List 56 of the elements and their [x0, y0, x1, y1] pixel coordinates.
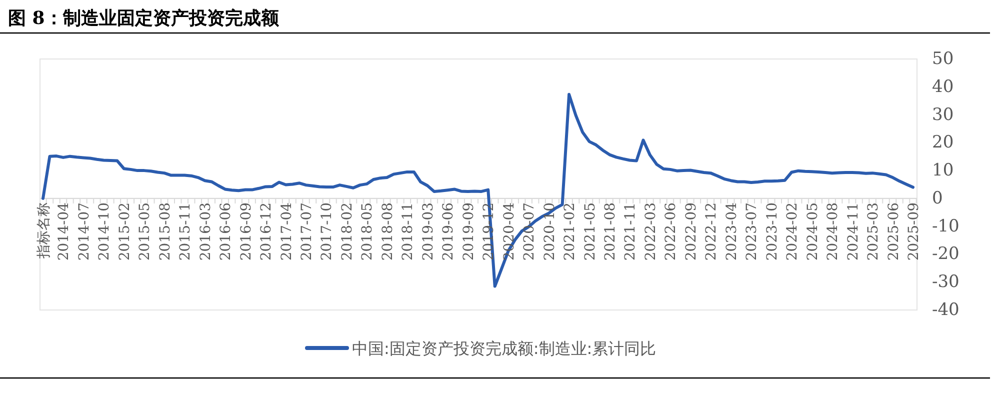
x-tick-label: 2016-03 [198, 202, 214, 261]
x-tick-label: 2018-08 [380, 202, 396, 261]
y-tick-label: 0 [932, 188, 943, 208]
y-tick-label: 30 [932, 104, 954, 125]
x-tick-label: 2021-11 [622, 202, 639, 261]
x-tick-label: 2021-08 [602, 202, 619, 261]
x-tick-label: 2017-10 [319, 202, 336, 261]
x-tick-label: 2021-02 [562, 202, 578, 261]
x-tick-label: 2014-04 [56, 202, 72, 261]
x-tick-label: 2020-10 [542, 202, 558, 261]
x-tick-label: 2022-06 [663, 202, 680, 261]
chart-title: 图 8：制造业固定资产投资完成额 [8, 8, 280, 29]
x-tick-label: 2018-02 [339, 202, 356, 261]
x-tick-label: 2015-08 [157, 202, 174, 261]
x-tick-label: 2016-12 [258, 202, 275, 261]
x-tick-label: 2019-03 [420, 202, 436, 261]
y-tick-label: 10 [932, 160, 954, 181]
y-tick-label: -20 [932, 244, 960, 264]
x-tick-label: 2020-07 [522, 202, 538, 261]
x-tick-label: 2023-04 [724, 202, 740, 261]
y-tick-label: -40 [932, 300, 960, 320]
x-tick-label: 2023-07 [744, 202, 760, 261]
x-tick-label: 2019-06 [440, 202, 457, 261]
x-tick-label: 2018-05 [360, 202, 376, 261]
x-tick-label: 2022-12 [704, 202, 720, 261]
x-tick-label: 指标名称 [36, 202, 52, 260]
x-tick-label: 2024-05 [804, 202, 821, 261]
x-tick-label: 2023-10 [764, 202, 780, 261]
x-tick-label: 2015-02 [116, 202, 133, 261]
y-tick-label: 50 [932, 49, 954, 69]
x-tick-label: 2014-10 [96, 202, 113, 261]
x-tick-label: 2014-07 [76, 202, 92, 261]
x-tick-label: 2024-08 [825, 202, 842, 261]
x-tick-label: 2022-03 [642, 202, 659, 261]
y-tick-label: -30 [932, 272, 960, 292]
x-tick-label: 2025-03 [866, 202, 882, 261]
x-tick-label: 2019-09 [460, 202, 477, 261]
x-tick-label: 2025-09 [906, 202, 922, 261]
x-tick-label: 2025-06 [886, 202, 902, 261]
y-tick-label: 40 [932, 76, 954, 97]
x-tick-label: 2018-11 [400, 202, 416, 261]
x-tick-label: 2024-11 [845, 202, 862, 261]
x-tick-label: 2015-11 [178, 202, 194, 261]
x-tick-label: 2016-09 [238, 202, 254, 261]
x-tick-label: 2022-09 [683, 202, 700, 261]
x-tick-label: 2017-07 [299, 202, 316, 261]
y-tick-label: 20 [932, 132, 954, 153]
x-tick-label: 2021-05 [582, 202, 598, 261]
x-tick-label: 2015-05 [137, 202, 154, 261]
x-tick-label: 2017-04 [278, 202, 295, 261]
y-tick-label: -10 [932, 216, 960, 236]
x-tick-label: 2024-02 [784, 202, 801, 261]
x-tick-label: 2019-12 [481, 202, 498, 261]
x-tick-label: 2020-04 [501, 202, 518, 261]
x-tick-label: 2016-06 [218, 202, 234, 261]
legend-label: 中国:固定资产投资完成额:制造业:累计同比 [352, 339, 656, 358]
